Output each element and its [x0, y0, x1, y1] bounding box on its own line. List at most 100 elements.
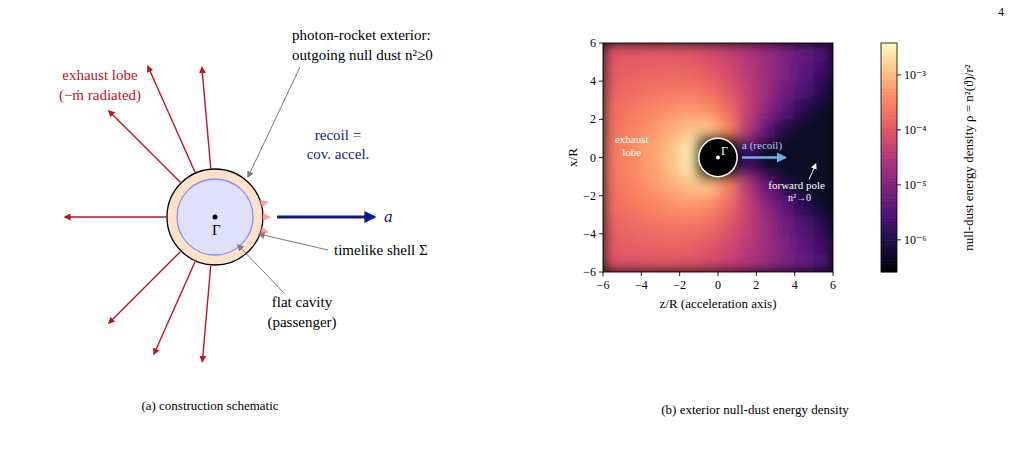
accel-symbol: a	[384, 207, 393, 226]
heat-cell	[756, 214, 776, 234]
heat-cell	[641, 195, 661, 215]
heat-cell	[622, 62, 642, 82]
y-tick-label: −4	[583, 227, 596, 241]
recoil-label: a (recoil)	[742, 139, 782, 152]
pole-label: n²→0	[788, 192, 811, 203]
y-tick-label: 4	[590, 74, 596, 88]
heat-cell	[814, 234, 833, 254]
heat-cell	[699, 81, 719, 101]
heat-cell	[737, 157, 757, 177]
heat-cell	[660, 62, 680, 82]
heat-cell	[699, 176, 719, 196]
recoil-wedge	[263, 213, 271, 221]
heat-cell	[737, 43, 757, 62]
x-tick	[641, 272, 642, 276]
heat-cell	[679, 157, 699, 177]
colorbar-tick-label: 10⁻⁴	[904, 123, 927, 137]
y-tick-label: 0	[590, 151, 596, 165]
heat-cell	[814, 214, 833, 234]
colorbar-tick-label: 10⁻⁶	[904, 233, 927, 247]
heat-cell	[603, 234, 622, 254]
x-tick-label: 6	[830, 278, 836, 292]
heat-cell	[718, 43, 738, 62]
heat-cell	[737, 253, 757, 272]
body-disk	[699, 138, 737, 176]
recoil-label: cov. accel.	[307, 146, 370, 162]
y-tick	[599, 272, 603, 273]
heat-cell	[737, 234, 757, 254]
heat-cell	[718, 100, 738, 120]
heat-cell	[775, 43, 795, 62]
heat-cell	[775, 119, 795, 139]
heat-cell	[775, 234, 795, 254]
heat-cell	[679, 43, 699, 62]
colorbar-title: null-dust energy density ρ = n²(ϑ)/r²	[961, 64, 976, 250]
heat-cell	[737, 81, 757, 101]
y-tick	[599, 157, 603, 158]
heat-cell	[718, 119, 738, 139]
background	[0, 0, 1012, 449]
heat-cell	[794, 214, 814, 234]
y-tick	[599, 233, 603, 234]
colorbar-tick	[897, 239, 901, 240]
exhaust-label: (−ṁ radiated)	[59, 87, 141, 104]
heat-cell	[641, 43, 661, 62]
recoil-wedge	[260, 226, 269, 234]
heat-cell	[679, 119, 699, 139]
heat-cell	[794, 119, 814, 139]
heat-cell	[814, 81, 833, 101]
heat-cell	[718, 62, 738, 82]
heat-cell	[737, 62, 757, 82]
heat-cell	[718, 234, 738, 254]
heat-cell	[737, 195, 757, 215]
recoil-label: recoil =	[315, 127, 361, 143]
exhaust-arrow	[202, 266, 210, 362]
heat-cell	[699, 62, 719, 82]
heat-cell	[699, 100, 719, 120]
heat-cell	[622, 43, 642, 62]
colorbar-tick	[897, 74, 901, 75]
x-tick-label: −4	[635, 278, 648, 292]
heat-cell	[622, 214, 642, 234]
pointer-arrow	[259, 234, 328, 250]
center-symbol: Γ	[212, 222, 221, 238]
y-tick-label: −2	[583, 189, 596, 203]
colorbar: 10⁻³10⁻⁴10⁻⁵10⁻⁶null-dust energy density…	[881, 43, 976, 273]
y-axis-title: x/R	[565, 148, 580, 167]
x-tick	[833, 272, 834, 276]
exhaust-label: exhaust lobe	[62, 67, 138, 83]
heat-cell	[622, 100, 642, 120]
x-tick	[603, 272, 604, 276]
colorbar-tick	[897, 184, 901, 185]
cavity	[177, 179, 253, 255]
figure: 4 Γa recoil = cov. accel. exhaust lobe (−ṁ ra…	[0, 0, 1012, 449]
heat-cell	[679, 176, 699, 196]
heat-cell	[814, 157, 833, 177]
heat-cell	[775, 81, 795, 101]
heat-cell	[814, 100, 833, 120]
heat-cell	[679, 81, 699, 101]
heat-cell	[660, 100, 680, 120]
cavity-label: (passenger)	[267, 314, 336, 331]
heat-cell	[814, 62, 833, 82]
exhaust-arrow	[109, 111, 180, 182]
heat-cell	[603, 81, 622, 101]
shell-label: timelike shell Σ	[334, 242, 428, 258]
heat-cell	[814, 43, 833, 62]
cells	[603, 43, 833, 272]
exhaust-arrow	[202, 68, 211, 169]
x-tick	[679, 272, 680, 276]
heat-cell	[660, 195, 680, 215]
x-axis-title: z/R (acceleration axis)	[660, 296, 777, 311]
heat-cell	[603, 195, 622, 215]
heat-cell	[641, 100, 661, 120]
heat-cell	[641, 253, 661, 272]
heat-cell	[794, 100, 814, 120]
heat-cell	[699, 43, 719, 62]
exhaust-label: exhaustlobe	[615, 133, 649, 158]
exterior-label: photon-rocket exterior:	[292, 27, 431, 43]
caption: (b) exterior null-dust energy density	[661, 402, 849, 417]
heat-cell	[718, 253, 738, 272]
heat-cell	[660, 119, 680, 139]
heat-cell	[641, 157, 661, 177]
